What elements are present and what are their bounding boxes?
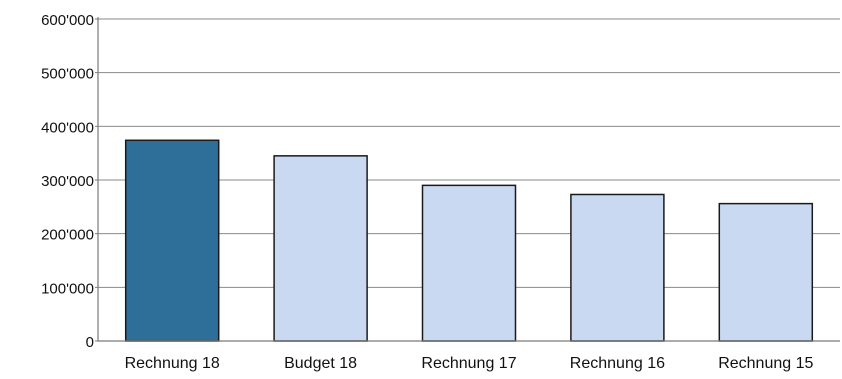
axes (95, 17, 840, 342)
x-tick-label: Rechnung 16 (570, 355, 665, 372)
y-tick-label: 300'000 (41, 173, 94, 190)
y-axis-tick-labels: 0 100'000 200'000 300'000 400'000 500'000 600'… (41, 12, 94, 351)
x-tick-label: Budget 18 (284, 355, 357, 372)
bar (718, 202, 814, 342)
x-tick-label: Rechnung 17 (421, 355, 516, 372)
y-tick-label: 400'000 (41, 119, 94, 136)
gridlines (98, 18, 840, 288)
y-tick-label: 0 (86, 334, 94, 351)
x-tick-label: Rechnung 18 (125, 355, 220, 372)
x-tick-label: Rechnung 15 (718, 355, 813, 372)
bar (124, 139, 220, 342)
bar (273, 155, 368, 342)
y-tick-label: 100'000 (41, 280, 94, 297)
bars (124, 139, 814, 342)
bar (421, 184, 517, 342)
y-tick-label: 200'000 (41, 227, 94, 244)
y-tick-label: 500'000 (41, 66, 94, 83)
y-tick-label: 600'000 (41, 12, 94, 29)
x-axis-tick-labels: Rechnung 18 Budget 18 Rechnung 17 Rechnung … (125, 355, 814, 372)
bar (570, 193, 665, 342)
